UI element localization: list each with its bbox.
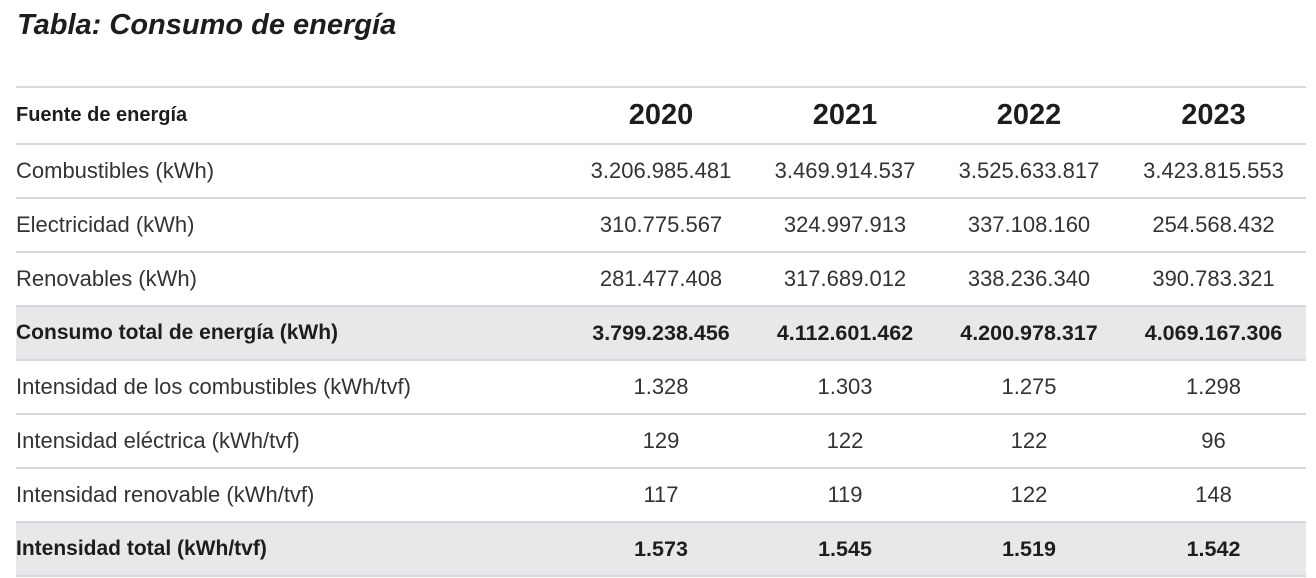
table-cell: 119 <box>753 468 937 523</box>
table-cell: 317.689.012 <box>753 252 937 307</box>
table-cell: 1.328 <box>569 360 753 415</box>
table-total-row: Intensidad total (kWh/tvf) 1.573 1.545 1… <box>16 522 1306 577</box>
column-header-year: 2020 <box>569 87 753 145</box>
table-cell: 1.298 <box>1121 360 1306 415</box>
row-label: Intensidad renovable (kWh/tvf) <box>16 468 569 523</box>
table-header-row: Fuente de energía 2020 2021 2022 2023 <box>16 87 1306 145</box>
table-cell: 1.545 <box>753 522 937 577</box>
table-cell: 3.525.633.817 <box>937 144 1121 199</box>
table-cell: 254.568.432 <box>1121 198 1306 253</box>
table-row: Renovables (kWh) 281.477.408 317.689.012… <box>16 252 1306 307</box>
column-header-year: 2021 <box>753 87 937 145</box>
row-label: Combustibles (kWh) <box>16 144 569 199</box>
table-cell: 122 <box>937 468 1121 523</box>
table-cell: 4.069.167.306 <box>1121 306 1306 361</box>
table-cell: 281.477.408 <box>569 252 753 307</box>
table-cell: 310.775.567 <box>569 198 753 253</box>
table-cell: 1.519 <box>937 522 1121 577</box>
row-label: Intensidad eléctrica (kWh/tvf) <box>16 414 569 469</box>
table-cell: 3.423.815.553 <box>1121 144 1306 199</box>
table-cell: 117 <box>569 468 753 523</box>
row-label: Electricidad (kWh) <box>16 198 569 253</box>
table-cell: 390.783.321 <box>1121 252 1306 307</box>
table-cell: 3.469.914.537 <box>753 144 937 199</box>
table-row: Electricidad (kWh) 310.775.567 324.997.9… <box>16 198 1306 253</box>
table-row: Intensidad eléctrica (kWh/tvf) 129 122 1… <box>16 414 1306 469</box>
column-header-energy-source: Fuente de energía <box>16 87 569 145</box>
row-label: Consumo total de energía (kWh) <box>16 306 569 361</box>
table-cell: 129 <box>569 414 753 469</box>
table-cell: 4.200.978.317 <box>937 306 1121 361</box>
table-cell: 338.236.340 <box>937 252 1121 307</box>
table-cell: 122 <box>937 414 1121 469</box>
table-cell: 3.206.985.481 <box>569 144 753 199</box>
table-cell: 148 <box>1121 468 1306 523</box>
column-header-year: 2023 <box>1121 87 1306 145</box>
table-cell: 1.275 <box>937 360 1121 415</box>
table-row: Intensidad renovable (kWh/tvf) 117 119 1… <box>16 468 1306 523</box>
table-row: Combustibles (kWh) 3.206.985.481 3.469.9… <box>16 144 1306 199</box>
row-label: Intensidad de los combustibles (kWh/tvf) <box>16 360 569 415</box>
table-row: Intensidad de los combustibles (kWh/tvf)… <box>16 360 1306 415</box>
table-cell: 96 <box>1121 414 1306 469</box>
table-cell: 1.573 <box>569 522 753 577</box>
table-cell: 324.997.913 <box>753 198 937 253</box>
row-label: Intensidad total (kWh/tvf) <box>16 522 569 577</box>
table-cell: 1.303 <box>753 360 937 415</box>
table-total-row: Consumo total de energía (kWh) 3.799.238… <box>16 306 1306 361</box>
table-cell: 122 <box>753 414 937 469</box>
table-cell: 337.108.160 <box>937 198 1121 253</box>
table-title: Tabla: Consumo de energía <box>17 9 397 41</box>
table-cell: 3.799.238.456 <box>569 306 753 361</box>
row-label: Renovables (kWh) <box>16 252 569 307</box>
table-cell: 1.542 <box>1121 522 1306 577</box>
table-cell: 4.112.601.462 <box>753 306 937 361</box>
energy-consumption-table: Fuente de energía 2020 2021 2022 2023 Co… <box>16 86 1306 577</box>
column-header-year: 2022 <box>937 87 1121 145</box>
